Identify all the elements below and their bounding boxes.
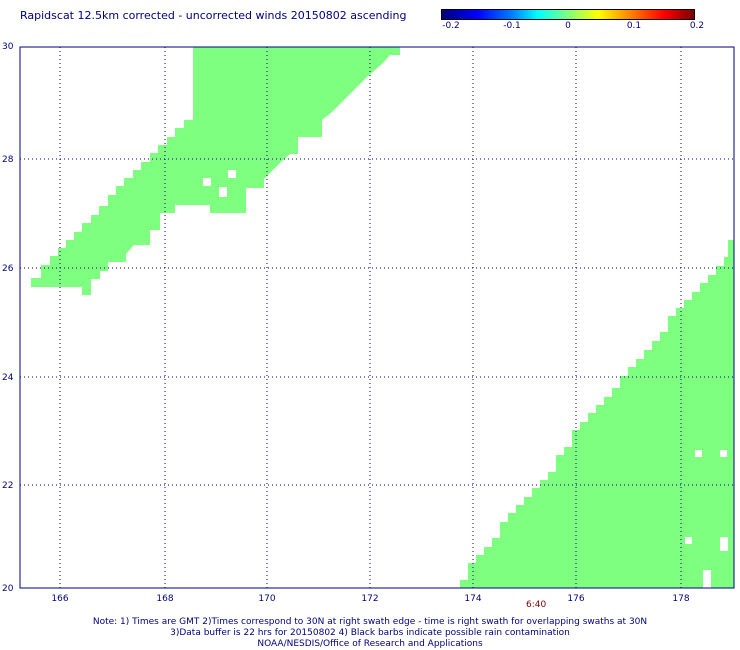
swath-gap xyxy=(703,570,711,588)
lon-label: 168 xyxy=(156,594,173,604)
lon-label: 172 xyxy=(361,594,378,604)
swath-gap xyxy=(228,170,236,178)
colorbar-tick-label: 0.1 xyxy=(626,21,642,31)
swath-region xyxy=(460,240,734,588)
graticule xyxy=(20,47,734,588)
lat-label: 30 xyxy=(2,42,14,52)
lon-label: 166 xyxy=(51,594,68,604)
lat-label: 20 xyxy=(2,584,14,594)
swath-region xyxy=(31,47,400,295)
lat-label: 22 xyxy=(2,481,13,491)
swath-gap xyxy=(720,537,728,551)
footnote-line: 3)Data buffer is 22 hrs for 20150802 4) … xyxy=(170,628,570,638)
swath-gap xyxy=(720,450,727,457)
footnotes: Note: 1) Times are GMT 2)Times correspon… xyxy=(0,617,740,650)
right-swath xyxy=(460,240,734,588)
colorbar-tick-label: -0.1 xyxy=(503,21,521,31)
lat-label: 26 xyxy=(2,264,14,274)
swath-gap xyxy=(685,537,692,544)
swath-time-label: 6:40 xyxy=(526,600,547,610)
colorbar-tick-label: 0.2 xyxy=(689,21,705,31)
map-frame xyxy=(19,46,735,589)
footnote-line: NOAA/NESDIS/Office of Research and Appli… xyxy=(257,639,483,649)
lat-label: 28 xyxy=(2,155,14,165)
map-title: Rapidscat 12.5km corrected - uncorrected… xyxy=(20,9,407,22)
lat-label: 24 xyxy=(2,373,14,383)
colorbar xyxy=(441,9,695,20)
lon-label: 176 xyxy=(567,594,584,604)
colorbar-tick-label: -0.2 xyxy=(442,21,460,31)
footnote-line: Note: 1) Times are GMT 2)Times correspon… xyxy=(92,617,648,627)
left-swath xyxy=(31,47,400,295)
swath-gap xyxy=(695,450,702,457)
lon-label: 170 xyxy=(258,594,275,604)
lon-label: 174 xyxy=(464,594,481,604)
colorbar-tick-label: 0 xyxy=(565,21,571,31)
lon-label: 178 xyxy=(672,594,689,604)
swath-gap xyxy=(219,187,227,197)
swath-gap xyxy=(203,178,211,186)
